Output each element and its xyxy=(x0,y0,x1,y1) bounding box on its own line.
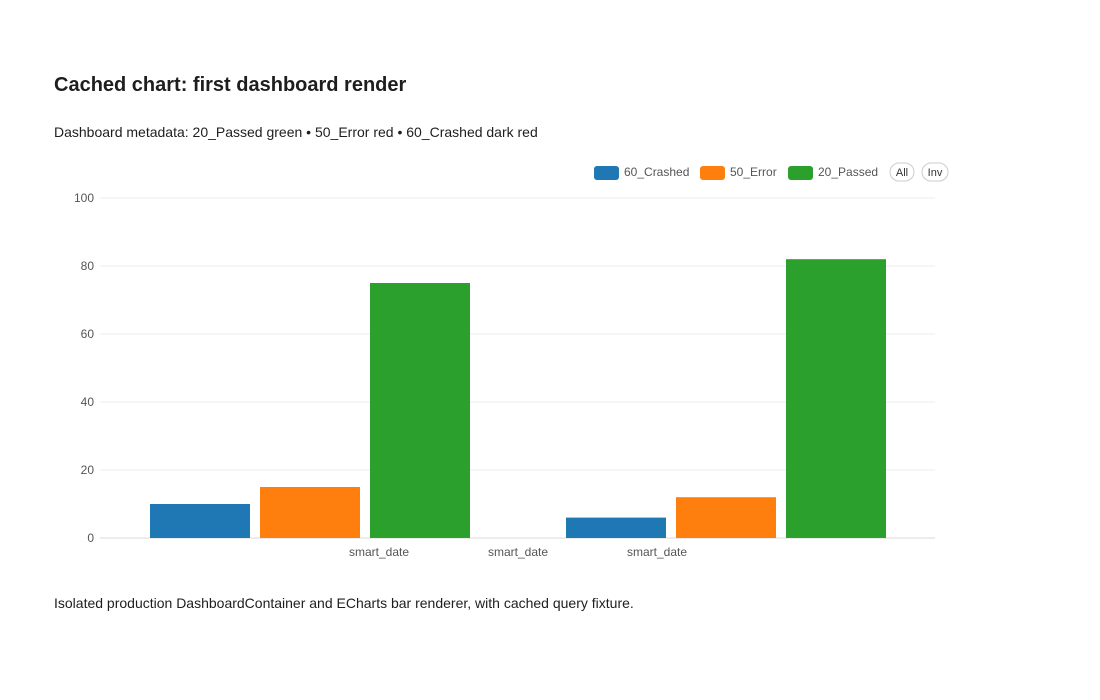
legend-label: 50_Error xyxy=(730,165,777,179)
y-tick-label: 0 xyxy=(87,531,94,545)
bar-60-crashed-2[interactable] xyxy=(566,517,666,538)
x-tick-label: smart_date xyxy=(627,545,687,559)
y-tick-label: 80 xyxy=(81,259,95,273)
bar-50-error-1[interactable] xyxy=(260,487,360,538)
legend-label: 20_Passed xyxy=(818,165,878,179)
bars xyxy=(150,259,886,538)
y-tick-label: 20 xyxy=(81,463,95,477)
x-axis-ticks: smart_date smart_date smart_date xyxy=(349,545,687,559)
legend-swatch xyxy=(594,166,619,180)
legend-all-button-outline xyxy=(889,162,915,182)
legend-item-20-passed[interactable]: 20_Passed xyxy=(788,165,878,180)
bar-50-error-2[interactable] xyxy=(676,497,776,538)
chart-title: Cached chart: first dashboard render xyxy=(54,74,407,96)
y-tick-label: 40 xyxy=(81,395,95,409)
x-tick-label: smart_date xyxy=(349,545,409,559)
legend-inverse-button[interactable]: Inv xyxy=(921,162,949,182)
legend-item-60-crashed[interactable]: 60_Crashed xyxy=(594,165,689,180)
dashboard-metadata: Dashboard metadata: 20_Passed green • 50… xyxy=(54,124,538,140)
legend-label: 60_Crashed xyxy=(624,165,689,179)
legend-all-button[interactable]: All xyxy=(889,162,915,182)
bar-20-passed-1[interactable] xyxy=(370,283,470,538)
y-axis-ticks: 0 20 40 60 80 100 xyxy=(74,191,94,545)
legend-inverse-button-label: Inv xyxy=(928,167,943,179)
bar-20-passed-2[interactable] xyxy=(786,259,886,538)
legend: 60_Crashed 50_Error 20_Passed All Inv xyxy=(594,162,949,182)
bar-60-crashed-1[interactable] xyxy=(150,504,250,538)
legend-swatch xyxy=(788,166,813,180)
y-tick-label: 60 xyxy=(81,327,95,341)
x-tick-label: smart_date xyxy=(488,545,548,559)
y-tick-label: 100 xyxy=(74,191,94,205)
legend-item-50-error[interactable]: 50_Error xyxy=(700,165,777,180)
chart-description: Isolated production DashboardContainer a… xyxy=(54,595,634,611)
legend-all-button-label: All xyxy=(896,167,908,179)
legend-inverse-button-outline xyxy=(921,162,949,182)
legend-swatch xyxy=(700,166,725,180)
